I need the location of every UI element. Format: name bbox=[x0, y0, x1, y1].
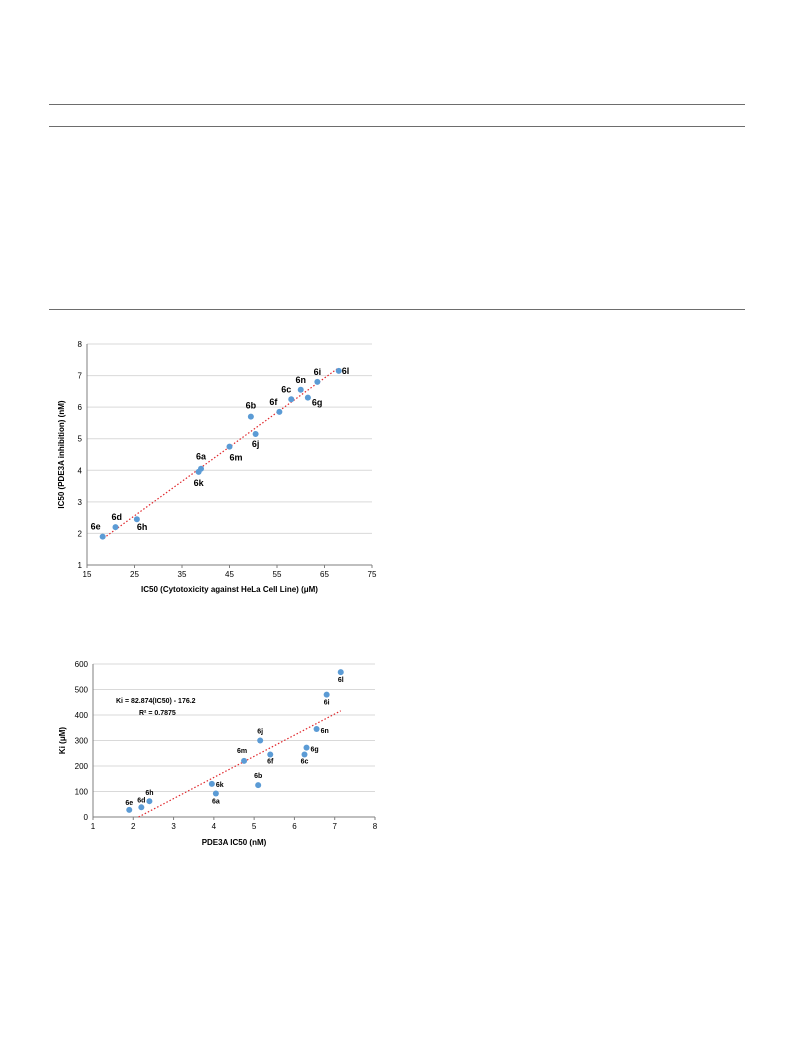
x-tick-label: 15 bbox=[83, 570, 92, 579]
data-point-label-6k: 6k bbox=[194, 478, 205, 488]
data-point-6m bbox=[226, 443, 233, 450]
data-point-6b bbox=[255, 782, 262, 789]
data-point-6i bbox=[314, 378, 321, 385]
data-point-6c bbox=[301, 751, 308, 758]
data-point-label-6m: 6m bbox=[237, 748, 247, 755]
x-tick-label: 3 bbox=[171, 822, 176, 831]
y-tick-label: 600 bbox=[75, 660, 89, 669]
data-point-label-6l: 6l bbox=[338, 677, 344, 684]
table-bottom-rule bbox=[49, 309, 745, 310]
data-point-6g bbox=[304, 394, 311, 401]
data-point-6e bbox=[99, 533, 106, 540]
data-point-label-6b: 6b bbox=[254, 773, 262, 780]
data-point-6c bbox=[288, 396, 295, 403]
data-point-label-6a: 6a bbox=[212, 799, 220, 806]
y-tick-label: 7 bbox=[78, 372, 83, 381]
y-tick-label: 400 bbox=[75, 711, 89, 720]
data-point-label-6g: 6g bbox=[311, 747, 319, 754]
r-squared-value: R² = 0.7875 bbox=[139, 710, 176, 717]
data-point-label-6j: 6j bbox=[252, 439, 260, 449]
x-tick-label: 8 bbox=[373, 822, 378, 831]
y-tick-label: 4 bbox=[78, 466, 83, 475]
data-point-6j bbox=[257, 737, 264, 744]
x-tick-label: 1 bbox=[91, 822, 96, 831]
x-axis-title: IC50 (Cytotoxicity against HeLa Cell Lin… bbox=[141, 585, 318, 594]
y-axis-title: IC50 (PDE3A inhibition) (nM) bbox=[57, 400, 66, 508]
data-point-6n bbox=[297, 386, 304, 393]
y-tick-label: 1 bbox=[78, 561, 83, 570]
y-tick-label: 300 bbox=[75, 737, 89, 746]
data-point-label-6i: 6i bbox=[314, 367, 322, 377]
data-point-6i bbox=[323, 691, 330, 698]
x-tick-label: 35 bbox=[178, 570, 187, 579]
data-point-6k bbox=[208, 780, 215, 787]
data-point-label-6e: 6e bbox=[125, 800, 133, 807]
data-point-label-6k: 6k bbox=[216, 782, 224, 789]
trendline bbox=[103, 367, 340, 539]
data-point-label-6g: 6g bbox=[312, 398, 323, 408]
data-point-label-6m: 6m bbox=[230, 453, 243, 463]
data-point-6j bbox=[252, 430, 259, 437]
data-point-6f bbox=[267, 751, 274, 758]
data-point-label-6c: 6c bbox=[301, 759, 309, 766]
x-tick-label: 5 bbox=[252, 822, 257, 831]
data-point-label-6n: 6n bbox=[321, 728, 329, 735]
data-point-6e bbox=[126, 806, 133, 813]
x-tick-label: 6 bbox=[292, 822, 297, 831]
regression-equation: Ki = 82.874(IC50) - 176.2 bbox=[116, 698, 196, 705]
data-point-6g bbox=[303, 744, 310, 751]
y-tick-label: 2 bbox=[78, 529, 83, 538]
x-tick-label: 75 bbox=[368, 570, 377, 579]
data-point-label-6f: 6f bbox=[269, 397, 278, 407]
data-point-6h bbox=[146, 798, 153, 805]
x-tick-label: 7 bbox=[332, 822, 337, 831]
x-tick-label: 2 bbox=[131, 822, 136, 831]
data-point-label-6h: 6h bbox=[145, 790, 153, 797]
data-point-6k bbox=[195, 468, 202, 475]
data-point-label-6f: 6f bbox=[267, 759, 274, 766]
data-point-6d bbox=[112, 524, 119, 531]
y-tick-label: 6 bbox=[78, 403, 83, 412]
y-tick-label: 3 bbox=[78, 498, 83, 507]
y-axis-title: Ki (μM) bbox=[58, 727, 67, 754]
data-point-6l bbox=[337, 669, 344, 676]
y-tick-label: 200 bbox=[75, 762, 89, 771]
table-top-rule bbox=[49, 104, 745, 105]
data-point-label-6d: 6d bbox=[137, 797, 145, 804]
data-point-label-6n: 6n bbox=[295, 375, 306, 385]
y-tick-label: 5 bbox=[78, 435, 83, 444]
data-point-6d bbox=[138, 804, 145, 811]
data-point-6h bbox=[133, 516, 140, 523]
y-tick-label: 8 bbox=[78, 340, 83, 349]
x-tick-label: 45 bbox=[225, 570, 234, 579]
data-point-label-6d: 6d bbox=[112, 512, 123, 522]
data-point-6b bbox=[247, 413, 254, 420]
data-point-label-6i: 6i bbox=[324, 700, 330, 707]
x-tick-label: 65 bbox=[320, 570, 329, 579]
y-tick-label: 0 bbox=[84, 813, 89, 822]
data-point-6l bbox=[335, 367, 342, 374]
data-point-label-6j: 6j bbox=[257, 729, 263, 736]
x-tick-label: 4 bbox=[212, 822, 217, 831]
x-tick-label: 25 bbox=[130, 570, 139, 579]
data-point-label-6c: 6c bbox=[281, 384, 291, 394]
table-header-rule bbox=[49, 126, 745, 127]
data-point-label-6e: 6e bbox=[91, 522, 101, 532]
data-point-6a bbox=[212, 790, 219, 797]
data-point-6m bbox=[241, 757, 248, 764]
y-tick-label: 500 bbox=[75, 686, 89, 695]
x-axis-title: PDE3A IC50 (nM) bbox=[202, 838, 267, 847]
data-point-6n bbox=[313, 726, 320, 733]
trendline bbox=[138, 710, 342, 818]
x-tick-label: 55 bbox=[273, 570, 282, 579]
data-point-label-6a: 6a bbox=[196, 452, 207, 462]
data-point-6f bbox=[276, 408, 283, 415]
data-point-label-6h: 6h bbox=[137, 522, 148, 532]
ki-vs-pde3a-scatter-chart: 0 100 200 300 400 500 600 1 2 3 4 5 6 7 8 PDE3A IC50 (n… bbox=[58, 660, 378, 847]
y-tick-label: 100 bbox=[75, 788, 89, 797]
data-point-label-6b: 6b bbox=[246, 401, 257, 411]
data-point-label-6l: 6l bbox=[342, 366, 350, 376]
